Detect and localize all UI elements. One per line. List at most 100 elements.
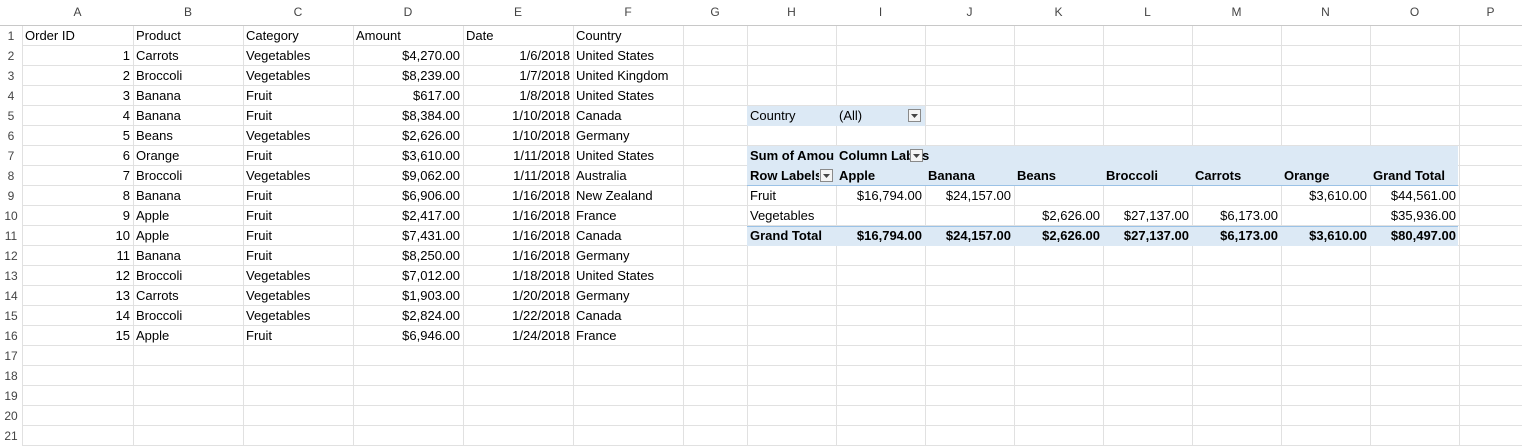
table-cell[interactable]: Apple: [136, 208, 170, 223]
table-cell[interactable]: France: [576, 328, 617, 343]
table-cell[interactable]: Vegetables: [246, 128, 311, 143]
pivot-grand-total-cell[interactable]: $16,794.00: [856, 228, 922, 243]
pivot-value-cell[interactable]: $27,137.00: [1123, 208, 1189, 223]
table-cell[interactable]: 2: [122, 68, 130, 83]
pivot-column-header[interactable]: Orange: [1284, 168, 1330, 183]
row-header-4[interactable]: 4: [7, 89, 15, 103]
pivot-value-cell[interactable]: $35,936.00: [1390, 208, 1456, 223]
table-cell[interactable]: 1: [122, 48, 130, 63]
table-cell[interactable]: Germany: [576, 128, 630, 143]
header-cell[interactable]: Order ID: [25, 28, 75, 43]
dropdown-arrow-icon[interactable]: [910, 149, 923, 162]
table-cell[interactable]: 5: [122, 128, 130, 143]
table-cell[interactable]: 14: [115, 308, 130, 323]
table-cell[interactable]: Carrots: [136, 288, 179, 303]
row-header-17[interactable]: 17: [4, 349, 18, 363]
pivot-grand-total-cell[interactable]: $3,610.00: [1309, 228, 1367, 243]
table-cell[interactable]: 1/18/2018: [512, 268, 570, 283]
table-cell[interactable]: United States: [576, 48, 655, 63]
column-header-a[interactable]: A: [73, 5, 82, 19]
table-cell[interactable]: 15: [115, 328, 130, 343]
pivot-value-cell[interactable]: $44,561.00: [1390, 188, 1456, 203]
table-cell[interactable]: Broccoli: [136, 168, 183, 183]
pivot-row-label[interactable]: Fruit: [750, 188, 776, 203]
table-cell[interactable]: New Zealand: [576, 188, 653, 203]
pivot-column-header[interactable]: Beans: [1017, 168, 1057, 183]
row-header-10[interactable]: 10: [4, 209, 18, 223]
row-header-16[interactable]: 16: [4, 329, 18, 343]
table-cell[interactable]: Canada: [576, 308, 622, 323]
pivot-column-labels-header[interactable]: Column Lab: [839, 148, 910, 163]
pivot-column-header[interactable]: Banana: [928, 168, 975, 183]
table-cell[interactable]: $7,431.00: [402, 228, 460, 243]
column-header-g[interactable]: G: [710, 5, 720, 19]
table-cell[interactable]: 11: [116, 248, 131, 263]
row-header-12[interactable]: 12: [4, 249, 18, 263]
row-header-15[interactable]: 15: [4, 309, 18, 323]
column-header-j[interactable]: J: [966, 5, 973, 19]
pivot-value-cell[interactable]: [925, 206, 1014, 226]
table-cell[interactable]: $2,626.00: [402, 128, 460, 143]
row-header-2[interactable]: 2: [7, 49, 15, 63]
table-cell[interactable]: $2,824.00: [402, 308, 460, 323]
row-header-13[interactable]: 13: [4, 269, 18, 283]
table-cell[interactable]: Beans: [136, 128, 173, 143]
table-cell[interactable]: 1/24/2018: [512, 328, 570, 343]
column-header-o[interactable]: O: [1409, 5, 1420, 19]
pivot-grand-total-cell[interactable]: $27,137.00: [1123, 228, 1189, 243]
column-header-e[interactable]: E: [513, 5, 522, 19]
row-header-9[interactable]: 9: [7, 189, 15, 203]
row-header-11[interactable]: 11: [4, 229, 18, 243]
table-cell[interactable]: 1/16/2018: [512, 248, 570, 263]
pivot-value-cell[interactable]: $3,610.00: [1309, 188, 1367, 203]
column-header-i[interactable]: I: [878, 5, 883, 19]
table-cell[interactable]: $4,270.00: [402, 48, 460, 63]
column-header-f[interactable]: F: [624, 5, 632, 19]
pivot-grand-total-cell[interactable]: $80,497.00: [1390, 228, 1456, 243]
pivot-value-cell[interactable]: [1192, 186, 1281, 206]
table-cell[interactable]: $9,062.00: [402, 168, 460, 183]
row-header-7[interactable]: 7: [7, 149, 15, 163]
column-header-b[interactable]: B: [183, 5, 192, 19]
column-header-h[interactable]: H: [787, 5, 796, 19]
pivot-grand-total-cell[interactable]: $2,626.00: [1042, 228, 1100, 243]
table-cell[interactable]: 10: [115, 228, 130, 243]
row-header-14[interactable]: 14: [4, 289, 18, 303]
table-cell[interactable]: 1/16/2018: [512, 228, 570, 243]
pivot-value-cell[interactable]: $24,157.00: [945, 188, 1011, 203]
table-cell[interactable]: France: [576, 208, 617, 223]
table-cell[interactable]: 7: [122, 168, 130, 183]
column-header-c[interactable]: C: [293, 5, 303, 19]
table-cell[interactable]: Canada: [576, 228, 622, 243]
table-cell[interactable]: 1/11/2018: [513, 168, 570, 183]
table-cell[interactable]: 1/16/2018: [512, 208, 570, 223]
table-cell[interactable]: Apple: [136, 328, 170, 343]
pivot-row-labels-header[interactable]: Row Labels: [750, 168, 819, 183]
header-cell[interactable]: Amount: [356, 28, 401, 43]
table-cell[interactable]: Fruit: [246, 248, 272, 263]
column-header-m[interactable]: M: [1231, 5, 1242, 19]
table-cell[interactable]: 8: [122, 188, 130, 203]
table-cell[interactable]: 3: [122, 88, 130, 103]
table-cell[interactable]: Fruit: [246, 188, 272, 203]
table-cell[interactable]: 6: [122, 148, 130, 163]
table-cell[interactable]: Vegetables: [246, 168, 311, 183]
table-cell[interactable]: 9: [122, 208, 130, 223]
pivot-grand-total-cell[interactable]: $24,157.00: [945, 228, 1011, 243]
table-cell[interactable]: 1/16/2018: [512, 188, 570, 203]
header-cell[interactable]: Date: [466, 28, 494, 43]
column-header-k[interactable]: K: [1054, 5, 1063, 19]
dropdown-arrow-icon[interactable]: [820, 169, 833, 182]
table-cell[interactable]: Australia: [576, 168, 627, 183]
table-cell[interactable]: Fruit: [246, 228, 272, 243]
header-cell[interactable]: Category: [246, 28, 299, 43]
row-header-20[interactable]: 20: [4, 409, 18, 423]
table-cell[interactable]: United States: [576, 148, 655, 163]
column-header-p[interactable]: P: [1486, 5, 1495, 19]
table-cell[interactable]: $2,417.00: [402, 208, 460, 223]
table-cell[interactable]: Vegetables: [246, 48, 311, 63]
row-header-18[interactable]: 18: [4, 369, 18, 383]
dropdown-arrow-icon[interactable]: [908, 109, 921, 122]
table-cell[interactable]: Broccoli: [136, 268, 183, 283]
pivot-grand-total-cell[interactable]: $6,173.00: [1220, 228, 1278, 243]
